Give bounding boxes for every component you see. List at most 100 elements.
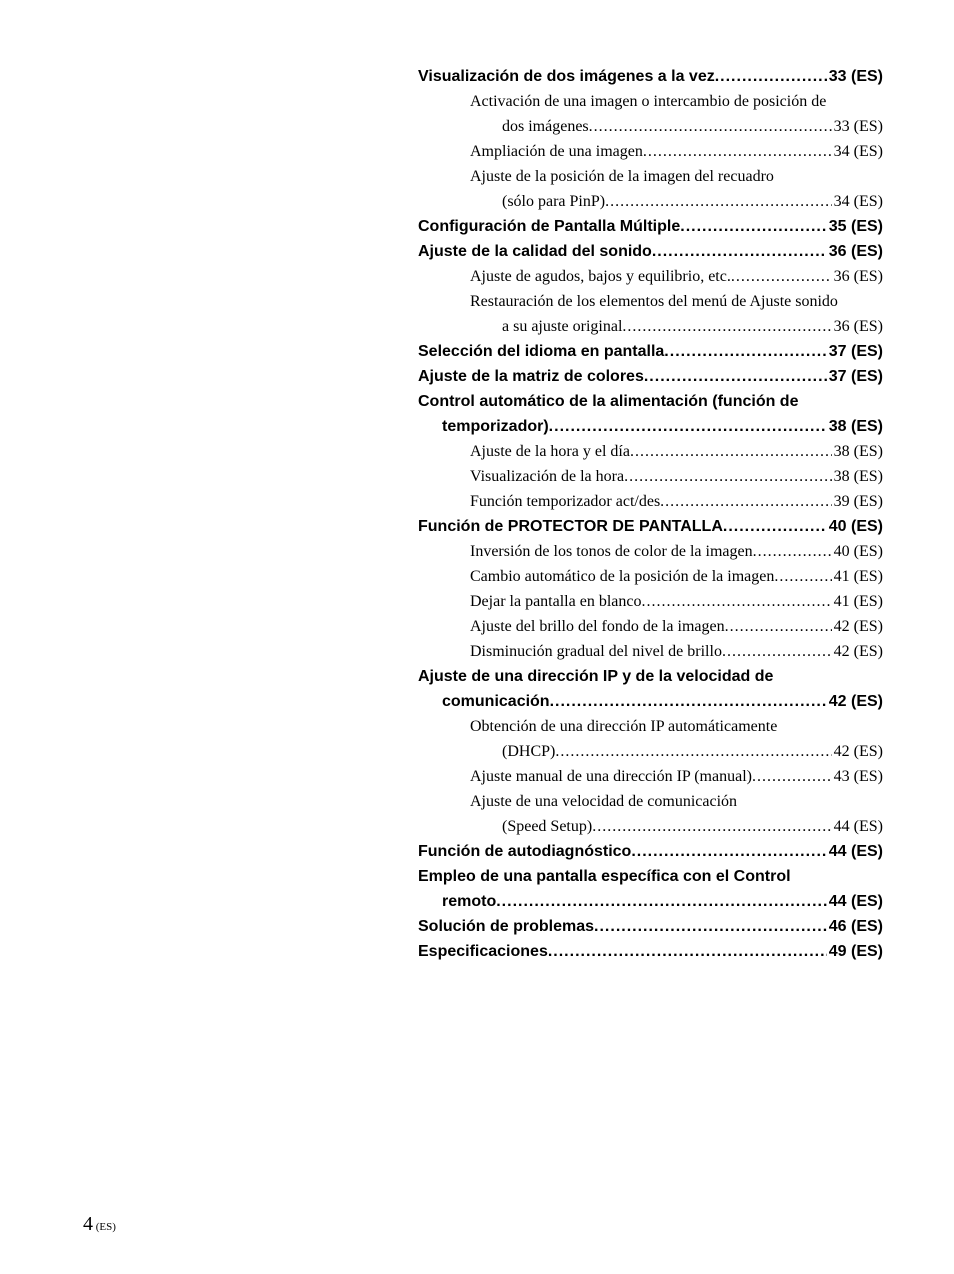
toc-label: Cambio automático de la posición de la i…	[470, 568, 774, 586]
toc-dots	[652, 243, 827, 261]
toc-entry: comunicación 42 (ES)	[418, 693, 883, 711]
toc-page: 41 (ES)	[832, 568, 883, 586]
toc-entry: Empleo de una pantalla específica con el…	[418, 868, 883, 886]
toc-label: Ampliación de una imagen	[470, 143, 643, 161]
toc-entry: Ajuste manual de una dirección IP (manua…	[418, 768, 883, 786]
toc-label: Selección del idioma en pantalla	[418, 343, 664, 361]
toc-dots	[643, 143, 832, 161]
toc-page: 37 (ES)	[827, 368, 883, 386]
toc-label: Ajuste de una dirección IP y de la veloc…	[418, 668, 773, 686]
toc-entry: Dejar la pantalla en blanco 41 (ES)	[418, 593, 883, 611]
toc-dots	[594, 918, 827, 936]
toc-label: (DHCP)	[502, 743, 555, 761]
toc-entry: (sólo para PinP) 34 (ES)	[418, 193, 883, 211]
toc-page: 44 (ES)	[827, 843, 883, 861]
toc-label: Control automático de la alimentación (f…	[418, 393, 798, 411]
toc-page: 44 (ES)	[827, 893, 883, 911]
toc-page: 33 (ES)	[827, 68, 883, 86]
toc-dots	[555, 743, 831, 761]
toc-entry: Visualización de dos imágenes a la vez 3…	[418, 68, 883, 86]
toc-label: Ajuste del brillo del fondo de la imagen	[470, 618, 725, 636]
toc-label: Visualización de la hora	[470, 468, 624, 486]
toc-dots	[641, 593, 831, 611]
toc-entry: Inversión de los tonos de color de la im…	[418, 543, 883, 561]
toc-entry: Restauración de los elementos del menú d…	[418, 293, 883, 311]
toc-page: 42 (ES)	[832, 643, 883, 661]
toc-entry: a su ajuste original 36 (ES)	[418, 318, 883, 336]
toc-label: Ajuste de la matriz de colores	[418, 368, 644, 386]
toc-dots	[680, 218, 827, 236]
toc-page: 49 (ES)	[827, 943, 883, 961]
toc-dots	[753, 543, 832, 561]
toc-page: 37 (ES)	[827, 343, 883, 361]
toc-label: Empleo de una pantalla específica con el…	[418, 868, 791, 886]
toc-label: temporizador)	[442, 418, 549, 436]
toc-page: 38 (ES)	[827, 418, 883, 436]
toc-dots	[723, 518, 827, 536]
toc-entry: Solución de problemas 46 (ES)	[418, 918, 883, 936]
toc-label: Ajuste de una velocidad de comunicación	[470, 793, 737, 811]
toc-page: 34 (ES)	[832, 193, 883, 211]
toc-entry: Control automático de la alimentación (f…	[418, 393, 883, 411]
toc-dots	[592, 818, 831, 836]
toc-label: Solución de problemas	[418, 918, 594, 936]
toc-label: Función de autodiagnóstico	[418, 843, 631, 861]
toc-entry: Ajuste de una dirección IP y de la veloc…	[418, 668, 883, 686]
toc-entry: Visualización de la hora 38 (ES)	[418, 468, 883, 486]
toc-label: Obtención de una dirección IP automática…	[470, 718, 777, 736]
toc-entry: Selección del idioma en pantalla 37 (ES)	[418, 343, 883, 361]
toc-entry: remoto 44 (ES)	[418, 893, 883, 911]
toc-page: 42 (ES)	[827, 693, 883, 711]
toc-content: Visualización de dos imágenes a la vez 3…	[418, 68, 883, 968]
toc-entry: Ajuste de la matriz de colores 37 (ES)	[418, 368, 883, 386]
toc-label: Ajuste manual de una dirección IP (manua…	[470, 768, 752, 786]
toc-label: Inversión de los tonos de color de la im…	[470, 543, 753, 561]
toc-entry: Configuración de Pantalla Múltiple 35 (E…	[418, 218, 883, 236]
toc-entry: Función de PROTECTOR DE PANTALLA 40 (ES)	[418, 518, 883, 536]
toc-entry: Especificaciones 49 (ES)	[418, 943, 883, 961]
toc-label: a su ajuste original	[502, 318, 622, 336]
toc-page: 42 (ES)	[832, 618, 883, 636]
toc-label: Ajuste de agudos, bajos y equilibrio, et…	[470, 268, 731, 286]
toc-entry: Ajuste de la posición de la imagen del r…	[418, 168, 883, 186]
toc-dots	[630, 443, 832, 461]
toc-label: Ajuste de la posición de la imagen del r…	[470, 168, 774, 186]
toc-dots	[624, 468, 832, 486]
toc-dots	[664, 343, 826, 361]
toc-entry: Cambio automático de la posición de la i…	[418, 568, 883, 586]
toc-dots	[725, 618, 832, 636]
toc-label: (sólo para PinP)	[502, 193, 605, 211]
toc-label: Función de PROTECTOR DE PANTALLA	[418, 518, 723, 536]
toc-entry: Disminución gradual del nivel de brillo …	[418, 643, 883, 661]
toc-dots	[631, 843, 826, 861]
toc-entry: dos imágenes 33 (ES)	[418, 118, 883, 136]
toc-page: 46 (ES)	[827, 918, 883, 936]
toc-label: Dejar la pantalla en blanco	[470, 593, 641, 611]
toc-page: 40 (ES)	[832, 543, 883, 561]
toc-label: comunicación	[442, 693, 550, 711]
toc-page: 44 (ES)	[832, 818, 883, 836]
toc-dots	[660, 493, 832, 511]
toc-page: 38 (ES)	[832, 443, 883, 461]
toc-label: Ajuste de la calidad del sonido	[418, 243, 652, 261]
toc-page: 34 (ES)	[832, 143, 883, 161]
toc-dots	[731, 268, 832, 286]
page-number: 4 (ES)	[83, 1213, 116, 1236]
toc-entry: Ajuste del brillo del fondo de la imagen…	[418, 618, 883, 636]
toc-dots	[550, 693, 827, 711]
toc-page: 35 (ES)	[827, 218, 883, 236]
toc-dots	[644, 368, 827, 386]
page-number-suffix: (ES)	[93, 1221, 116, 1233]
toc-entry: Ajuste de la hora y el día 38 (ES)	[418, 443, 883, 461]
toc-dots	[548, 943, 827, 961]
toc-label: Configuración de Pantalla Múltiple	[418, 218, 680, 236]
toc-label: Función temporizador act/des	[470, 493, 660, 511]
toc-entry: Ajuste de una velocidad de comunicación	[418, 793, 883, 811]
toc-page: 36 (ES)	[832, 318, 883, 336]
toc-dots	[715, 68, 827, 86]
toc-label: Restauración de los elementos del menú d…	[470, 293, 838, 311]
toc-dots	[774, 568, 831, 586]
page-number-value: 4	[83, 1213, 93, 1235]
toc-dots	[496, 893, 827, 911]
toc-page: 36 (ES)	[832, 268, 883, 286]
